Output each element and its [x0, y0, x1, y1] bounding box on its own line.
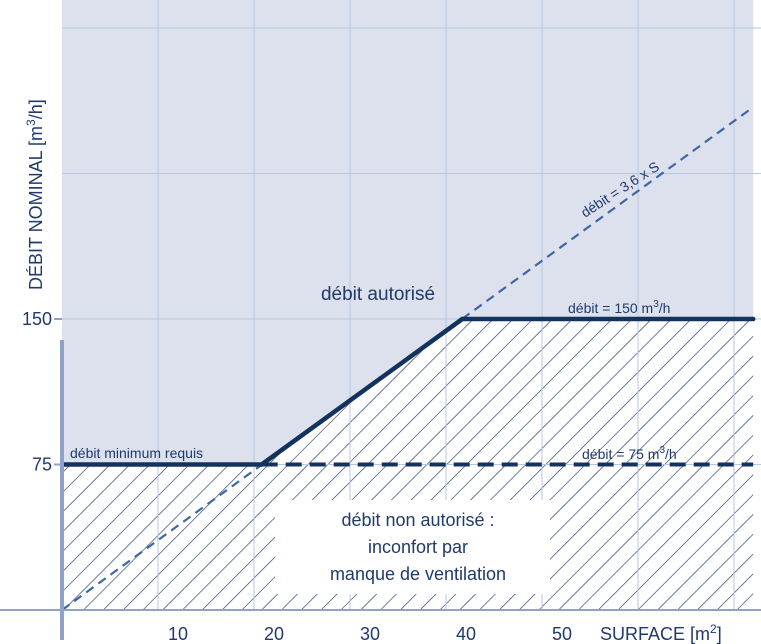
series-label-min-required: débit minimum requis [70, 445, 203, 461]
y-axis-label: DÉBIT NOMINAL [m3/h] [24, 99, 46, 290]
regions [62, 0, 754, 610]
y-tick-label-75: 75 [32, 455, 52, 475]
region-lower-label-line-2: inconfort par [368, 537, 468, 557]
x-tick-label-50: 50 [552, 624, 572, 644]
x-axis-label: SURFACE [m2] [600, 622, 722, 644]
x-tick-label-20: 20 [264, 624, 284, 644]
x-tick-label-10: 10 [168, 624, 188, 644]
series-lines [62, 106, 756, 610]
axes: 10 20 30 40 50 75 150 [0, 309, 761, 644]
region-upper-label: débit autorisé [321, 284, 435, 305]
series-label-150: débit = 150 m3/h [568, 299, 670, 316]
region-lower-label-line-1: débit non autorisé : [341, 510, 494, 530]
x-tick-label-30: 30 [360, 624, 380, 644]
region-lower-label-box [275, 500, 550, 594]
series-label-75: débit = 75 m3/h [582, 445, 677, 462]
region-lower-label-line-3: manque de ventilation [330, 564, 506, 584]
region-allowed [62, 0, 754, 465]
x-tick-label-40: 40 [456, 624, 476, 644]
y-tick-label-150: 150 [22, 309, 52, 329]
series-line-4 [259, 316, 465, 467]
